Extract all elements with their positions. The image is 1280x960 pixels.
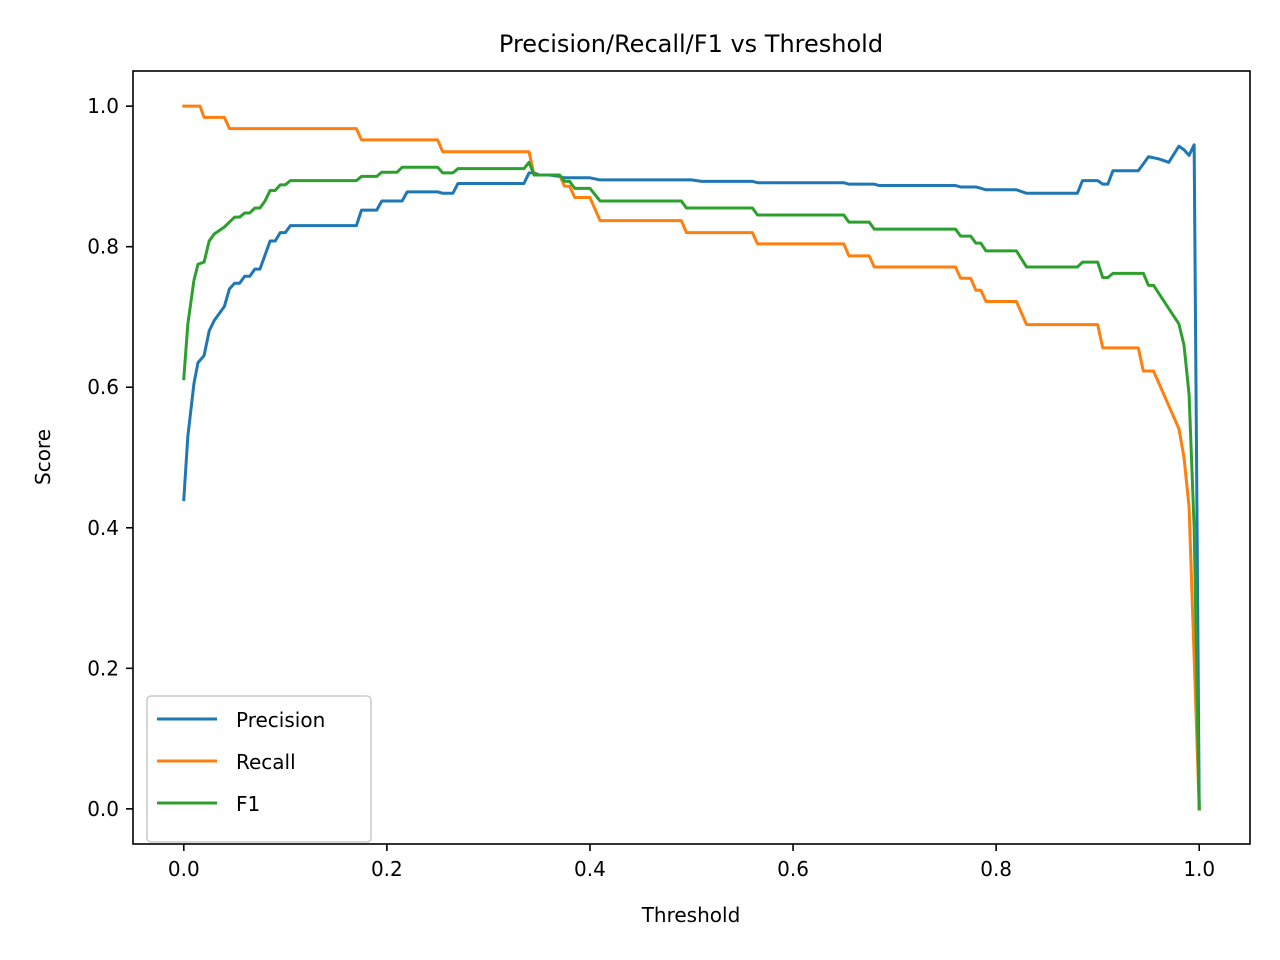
y-axis-title: Score [31, 429, 55, 485]
y-tick-label: 0.6 [87, 375, 119, 399]
y-tick-label: 0.8 [87, 235, 119, 259]
x-tick-label: 0.0 [168, 857, 200, 881]
x-tick-label: 0.4 [574, 857, 606, 881]
axes-frame [132, 70, 1251, 845]
y-tick-label: 0.4 [87, 516, 119, 540]
x-tick-label: 0.8 [980, 857, 1012, 881]
legend-label-precision: Precision [236, 708, 325, 732]
y-tick-label: 1.0 [87, 94, 119, 118]
x-tick-label: 0.2 [371, 857, 403, 881]
chart-title: Precision/Recall/F1 vs Threshold [499, 30, 883, 58]
x-axis-title: Threshold [641, 903, 741, 927]
y-tick-label: 0.2 [87, 656, 119, 680]
series-line-recall [182, 104, 1201, 811]
legend: Precision Recall F1 [146, 695, 372, 843]
series-line-f1 [182, 160, 1201, 811]
x-tick-label: 1.0 [1183, 857, 1215, 881]
axis-ticks: 0.0 0.2 0.4 0.6 0.8 1.0 0.0 0.2 0.4 0.6 0.8 1.0 [87, 94, 1215, 881]
series-line-precision [182, 143, 1201, 811]
legend-label-recall: Recall [236, 750, 296, 774]
plot-area [182, 104, 1201, 811]
legend-label-f1: F1 [236, 792, 260, 816]
legend-box [146, 695, 372, 843]
y-tick-label: 0.0 [87, 797, 119, 821]
x-tick-label: 0.6 [777, 857, 809, 881]
